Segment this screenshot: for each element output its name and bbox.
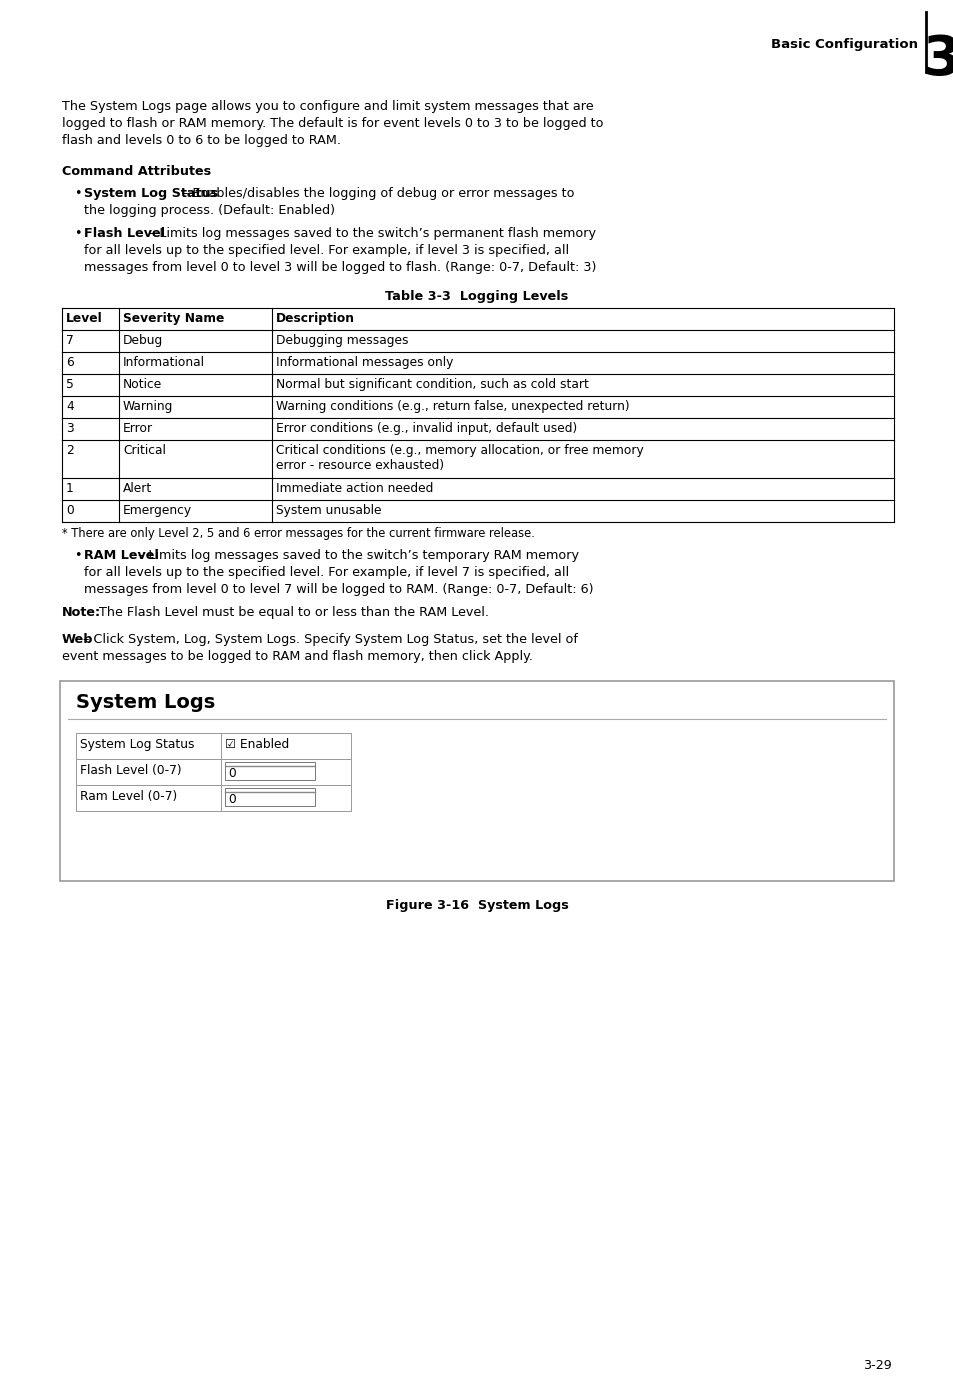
- Text: 6: 6: [66, 355, 73, 369]
- Text: Web: Web: [62, 633, 93, 645]
- Text: Error conditions (e.g., invalid input, default used): Error conditions (e.g., invalid input, d…: [275, 422, 577, 434]
- Bar: [60, 682, 893, 881]
- Text: Command Attributes: Command Attributes: [62, 165, 211, 178]
- Bar: [76, 759, 351, 786]
- Text: Immediate action needed: Immediate action needed: [275, 482, 433, 496]
- Text: Level: Level: [66, 312, 103, 325]
- Bar: [225, 788, 314, 806]
- Bar: [76, 786, 351, 811]
- Text: 3-29: 3-29: [862, 1359, 891, 1371]
- Text: 2: 2: [66, 444, 73, 457]
- Text: 0: 0: [66, 504, 73, 516]
- Text: Flash Level: Flash Level: [84, 228, 165, 240]
- Text: – Limits log messages saved to the switch’s permanent flash memory: – Limits log messages saved to the switc…: [145, 228, 596, 240]
- Text: Figure 3-16  System Logs: Figure 3-16 System Logs: [385, 899, 568, 912]
- Text: 1: 1: [66, 482, 73, 496]
- Text: Debug: Debug: [123, 335, 163, 347]
- Bar: [76, 733, 351, 759]
- Text: the logging process. (Default: Enabled): the logging process. (Default: Enabled): [84, 204, 335, 217]
- Text: Informational: Informational: [123, 355, 205, 369]
- Text: •: •: [74, 187, 81, 200]
- Text: Ram Level (0-7): Ram Level (0-7): [80, 790, 177, 804]
- Text: – Enables/disables the logging of debug or error messages to: – Enables/disables the logging of debug …: [178, 187, 575, 200]
- Text: Flash Level (0-7): Flash Level (0-7): [80, 763, 181, 777]
- Text: * There are only Level 2, 5 and 6 error messages for the current firmware releas: * There are only Level 2, 5 and 6 error …: [62, 527, 535, 540]
- Text: System Logs: System Logs: [76, 693, 215, 712]
- Text: messages from level 0 to level 3 will be logged to flash. (Range: 0-7, Default: : messages from level 0 to level 3 will be…: [84, 261, 596, 273]
- Text: System Log Status: System Log Status: [84, 187, 218, 200]
- Text: Warning: Warning: [123, 400, 173, 414]
- Text: Error: Error: [123, 422, 153, 434]
- Text: Informational messages only: Informational messages only: [275, 355, 453, 369]
- Text: 3: 3: [922, 33, 953, 87]
- Text: 3: 3: [66, 422, 73, 434]
- Text: 7: 7: [66, 335, 73, 347]
- Text: Alert: Alert: [123, 482, 152, 496]
- Text: logged to flash or RAM memory. The default is for event levels 0 to 3 to be logg: logged to flash or RAM memory. The defau…: [62, 117, 603, 130]
- Text: for all levels up to the specified level. For example, if level 7 is specified, : for all levels up to the specified level…: [84, 566, 569, 579]
- Text: for all levels up to the specified level. For example, if level 3 is specified, : for all levels up to the specified level…: [84, 244, 569, 257]
- Text: Critical: Critical: [123, 444, 166, 457]
- Text: – Limits log messages saved to the switch’s temporary RAM memory: – Limits log messages saved to the switc…: [133, 550, 578, 562]
- Text: The System Logs page allows you to configure and limit system messages that are: The System Logs page allows you to confi…: [62, 100, 593, 112]
- Text: Description: Description: [275, 312, 355, 325]
- Text: 4: 4: [66, 400, 73, 414]
- Text: Critical conditions (e.g., memory allocation, or free memory
error - resource ex: Critical conditions (e.g., memory alloca…: [275, 444, 643, 472]
- Text: Basic Configuration: Basic Configuration: [770, 37, 917, 50]
- Text: Note:: Note:: [62, 607, 101, 619]
- Text: The Flash Level must be equal to or less than the RAM Level.: The Flash Level must be equal to or less…: [91, 607, 489, 619]
- Text: Normal but significant condition, such as cold start: Normal but significant condition, such a…: [275, 378, 588, 391]
- Text: event messages to be logged to RAM and flash memory, then click Apply.: event messages to be logged to RAM and f…: [62, 650, 533, 663]
- Text: flash and levels 0 to 6 to be logged to RAM.: flash and levels 0 to 6 to be logged to …: [62, 135, 340, 147]
- Text: System Log Status: System Log Status: [80, 738, 194, 751]
- Text: •: •: [74, 550, 81, 562]
- Text: Emergency: Emergency: [123, 504, 192, 516]
- Text: Debugging messages: Debugging messages: [275, 335, 408, 347]
- Text: – Click System, Log, System Logs. Specify System Log Status, set the level of: – Click System, Log, System Logs. Specif…: [79, 633, 578, 645]
- Text: Table 3-3  Logging Levels: Table 3-3 Logging Levels: [385, 290, 568, 303]
- Text: 0: 0: [228, 768, 235, 780]
- Text: Notice: Notice: [123, 378, 162, 391]
- Bar: [225, 762, 314, 780]
- Text: •: •: [74, 228, 81, 240]
- Text: Warning conditions (e.g., return false, unexpected return): Warning conditions (e.g., return false, …: [275, 400, 629, 414]
- Text: 5: 5: [66, 378, 73, 391]
- Text: Severity Name: Severity Name: [123, 312, 224, 325]
- Text: 0: 0: [228, 793, 235, 806]
- Text: messages from level 0 to level 7 will be logged to RAM. (Range: 0-7, Default: 6): messages from level 0 to level 7 will be…: [84, 583, 593, 595]
- Text: ☑ Enabled: ☑ Enabled: [225, 738, 289, 751]
- Text: System unusable: System unusable: [275, 504, 381, 516]
- Text: RAM Level: RAM Level: [84, 550, 159, 562]
